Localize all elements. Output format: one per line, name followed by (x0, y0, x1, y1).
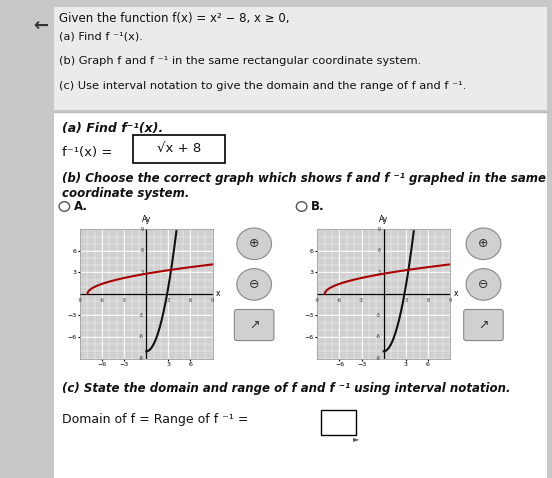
Text: 6: 6 (378, 249, 381, 253)
Text: (b) Graph f and f ⁻¹ in the same rectangular coordinate system.: (b) Graph f and f ⁻¹ in the same rectang… (59, 56, 421, 66)
Text: -3: -3 (122, 297, 126, 303)
Text: 3: 3 (140, 270, 144, 275)
Text: (a) Find f⁻¹(x).: (a) Find f⁻¹(x). (62, 122, 163, 135)
Text: ⊕: ⊕ (249, 237, 259, 250)
Circle shape (237, 269, 272, 300)
Text: 6: 6 (189, 297, 192, 303)
Text: x: x (454, 290, 458, 298)
Circle shape (237, 228, 272, 260)
Text: ↗: ↗ (249, 318, 259, 332)
Text: 6: 6 (140, 249, 144, 253)
Circle shape (466, 269, 501, 300)
Text: (c) State the domain and range of f and f ⁻¹ using interval notation.: (c) State the domain and range of f and … (62, 382, 510, 395)
FancyBboxPatch shape (464, 310, 503, 341)
Text: -6: -6 (100, 297, 104, 303)
Text: Domain of f = Range of f ⁻¹ =: Domain of f = Range of f ⁻¹ = (62, 413, 248, 426)
Text: B.: B. (311, 200, 325, 213)
Text: -3: -3 (139, 313, 144, 318)
Text: (a) Find f ⁻¹(x).: (a) Find f ⁻¹(x). (59, 31, 143, 41)
Text: Ay: Ay (142, 215, 151, 224)
Text: ⊕: ⊕ (478, 237, 489, 250)
Text: -9: -9 (376, 356, 381, 361)
Text: 6: 6 (426, 297, 429, 303)
Text: ►: ► (353, 434, 359, 443)
FancyBboxPatch shape (54, 7, 546, 110)
Text: (b) Choose the correct graph which shows f and f ⁻¹ graphed in the same coordina: (b) Choose the correct graph which shows… (62, 172, 546, 200)
Text: 9: 9 (378, 227, 381, 232)
Text: 3: 3 (378, 270, 381, 275)
Text: A.: A. (74, 200, 88, 213)
Text: 9: 9 (140, 227, 144, 232)
Text: Ay: Ay (379, 215, 388, 224)
Text: -6: -6 (376, 335, 381, 339)
Text: Given the function f(x) = x² − 8, x ≥ 0,: Given the function f(x) = x² − 8, x ≥ 0, (59, 12, 290, 25)
Text: ←: ← (33, 17, 48, 35)
Text: (c) Use interval notation to give the domain and the range of f and f ⁻¹.: (c) Use interval notation to give the do… (59, 81, 466, 91)
Text: -9: -9 (315, 297, 320, 303)
Text: -6: -6 (337, 297, 342, 303)
Text: -6: -6 (139, 335, 144, 339)
Text: ⊖: ⊖ (249, 278, 259, 291)
Text: -9: -9 (78, 297, 82, 303)
FancyBboxPatch shape (133, 135, 225, 163)
Text: f⁻¹(x) =: f⁻¹(x) = (62, 146, 116, 159)
Text: 3: 3 (167, 297, 170, 303)
Text: -3: -3 (359, 297, 364, 303)
Text: 9: 9 (448, 297, 452, 303)
FancyBboxPatch shape (54, 113, 546, 478)
Text: -9: -9 (139, 356, 144, 361)
Text: ↗: ↗ (478, 318, 489, 332)
Text: √x + 8: √x + 8 (157, 142, 201, 155)
Text: 9: 9 (211, 297, 214, 303)
FancyBboxPatch shape (235, 310, 274, 341)
Text: x: x (216, 290, 221, 298)
Text: ⊖: ⊖ (478, 278, 489, 291)
FancyBboxPatch shape (321, 410, 356, 435)
Text: 3: 3 (404, 297, 407, 303)
Text: -3: -3 (376, 313, 381, 318)
Circle shape (466, 228, 501, 260)
